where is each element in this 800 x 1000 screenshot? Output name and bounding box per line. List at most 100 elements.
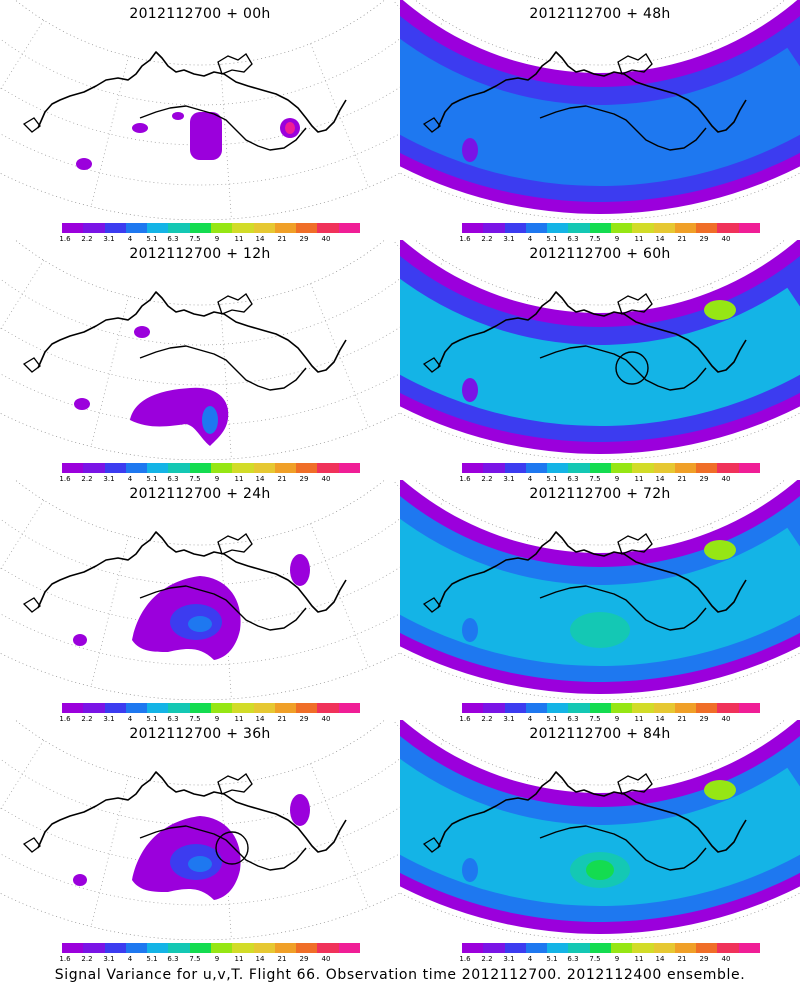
colorbar-swatch bbox=[62, 463, 84, 473]
colorbar-swatch bbox=[210, 703, 233, 713]
colorbar-swatch bbox=[104, 703, 126, 713]
colorbar-swatch bbox=[210, 463, 233, 473]
colorbar-swatch bbox=[462, 943, 484, 953]
colorbar-swatch bbox=[483, 943, 505, 953]
colorbar-swatch bbox=[738, 943, 760, 953]
colorbar-swatch bbox=[296, 943, 318, 953]
colorbar-swatch bbox=[210, 223, 233, 233]
colorbar bbox=[462, 703, 760, 713]
colorbar-swatch bbox=[568, 463, 590, 473]
variance-shading bbox=[400, 720, 800, 934]
colorbar-tick-label: 7.5 bbox=[189, 475, 201, 483]
colorbar-swatch bbox=[462, 463, 484, 473]
colorbar-tick-label: 14 bbox=[655, 475, 665, 483]
colorbar-swatch bbox=[674, 943, 697, 953]
colorbar-swatch bbox=[274, 943, 297, 953]
colorbar-swatch bbox=[738, 463, 760, 473]
colorbar-swatch bbox=[232, 223, 254, 233]
forecast-panel: 2012112700 + 84h 1.6 2.2 3.1 4 5.1 6.3 7.5 9 11 14… bbox=[400, 720, 800, 965]
colorbar bbox=[462, 463, 760, 473]
colorbar-swatch bbox=[317, 943, 339, 953]
colorbar bbox=[462, 943, 760, 953]
colorbar-swatch bbox=[62, 943, 84, 953]
colorbar-tick-label: 7.5 bbox=[589, 715, 601, 723]
colorbar-tick-label: 14 bbox=[255, 475, 265, 483]
colorbar-tick-label: 5.1 bbox=[146, 715, 158, 723]
colorbar-swatch bbox=[317, 703, 339, 713]
variance-shading bbox=[73, 794, 310, 900]
colorbar-tick-label: 3.1 bbox=[103, 955, 115, 963]
colorbar-tick-label: 14 bbox=[655, 235, 665, 243]
colorbar-tick-label: 1.6 bbox=[459, 715, 471, 723]
panel-title: 2012112700 + 72h bbox=[529, 486, 671, 502]
colorbar-tick-label: 3.1 bbox=[503, 235, 515, 243]
colorbar-swatch bbox=[525, 223, 548, 233]
colorbar-swatch bbox=[738, 223, 760, 233]
colorbar-swatch bbox=[653, 703, 675, 713]
colorbar-tick-label: 6.3 bbox=[167, 715, 179, 723]
colorbar-tick-label: 2.2 bbox=[81, 235, 93, 243]
colorbar-tick-label: 40 bbox=[721, 235, 731, 243]
colorbar-swatch bbox=[589, 223, 611, 233]
colorbar-tick-label: 7.5 bbox=[589, 955, 601, 963]
colorbar-swatch bbox=[189, 943, 211, 953]
panel-title: 2012112700 + 00h bbox=[129, 6, 271, 22]
colorbar-swatch bbox=[210, 943, 233, 953]
colorbar-swatch bbox=[232, 463, 254, 473]
colorbar-swatch bbox=[568, 703, 590, 713]
colorbar-tick-label: 4 bbox=[127, 235, 133, 243]
colorbar-swatch bbox=[147, 463, 169, 473]
colorbar-tick-label: 11 bbox=[634, 955, 644, 963]
variance-map bbox=[0, 240, 400, 460]
colorbar bbox=[62, 943, 360, 953]
colorbar-swatch bbox=[83, 223, 105, 233]
colorbar-swatch bbox=[674, 223, 697, 233]
colorbar-swatch bbox=[462, 703, 484, 713]
colorbar-tick-label: 4 bbox=[527, 235, 533, 243]
colorbar-tick-label: 1.6 bbox=[459, 235, 471, 243]
forecast-panel: 2012112700 + 24h 1.6 2.2 3.1 4 5.1 6.3 7.5 9 11 14… bbox=[0, 480, 400, 725]
colorbar-swatch bbox=[632, 463, 654, 473]
colorbar-tick-label: 14 bbox=[255, 235, 265, 243]
colorbar-swatch bbox=[653, 223, 675, 233]
colorbar-tick-label: 9 bbox=[214, 235, 220, 243]
colorbar-tick-label: 4 bbox=[127, 955, 133, 963]
colorbar-swatch bbox=[589, 463, 611, 473]
colorbar-tick-label: 11 bbox=[634, 475, 644, 483]
colorbar-tick-label: 5.1 bbox=[546, 715, 558, 723]
colorbar-labels: 1.6 2.2 3.1 4 5.1 6.3 7.5 9 11 14 21 29 40 bbox=[56, 235, 356, 245]
colorbar-tick-label: 40 bbox=[321, 235, 331, 243]
colorbar-tick-label: 3.1 bbox=[503, 955, 515, 963]
colorbar-tick-label: 29 bbox=[299, 955, 309, 963]
forecast-panel: 2012112700 + 72h 1.6 2.2 3.1 4 5.1 6.3 7.5 9 11 14… bbox=[400, 480, 800, 725]
colorbar-tick-label: 3.1 bbox=[103, 715, 115, 723]
colorbar-swatch bbox=[168, 703, 190, 713]
colorbar-tick-label: 11 bbox=[234, 955, 244, 963]
colorbar-swatch bbox=[547, 703, 569, 713]
colorbar-tick-label: 5.1 bbox=[146, 955, 158, 963]
colorbar-tick-label: 3.1 bbox=[503, 475, 515, 483]
colorbar-swatch bbox=[717, 463, 739, 473]
colorbar-tick-label: 21 bbox=[277, 715, 287, 723]
colorbar-tick-label: 40 bbox=[321, 715, 331, 723]
colorbar-swatch bbox=[462, 223, 484, 233]
colorbar-tick-label: 29 bbox=[699, 715, 709, 723]
colorbar-tick-label: 2.2 bbox=[481, 955, 493, 963]
forecast-panel: 2012112700 + 60h 1.6 2.2 3.1 4 5.1 6.3 7.5 9 11 14… bbox=[400, 240, 800, 485]
colorbar-labels: 1.6 2.2 3.1 4 5.1 6.3 7.5 9 11 14 21 29 40 bbox=[456, 715, 756, 725]
colorbar-labels: 1.6 2.2 3.1 4 5.1 6.3 7.5 9 11 14 21 29 40 bbox=[56, 475, 356, 485]
colorbar-tick-label: 21 bbox=[677, 235, 687, 243]
colorbar-swatch bbox=[296, 463, 318, 473]
colorbar-swatch bbox=[610, 223, 633, 233]
colorbar-swatch bbox=[253, 943, 275, 953]
colorbar-tick-label: 9 bbox=[614, 475, 620, 483]
colorbar-tick-label: 29 bbox=[699, 235, 709, 243]
colorbar-swatch bbox=[610, 703, 633, 713]
colorbar-tick-label: 2.2 bbox=[481, 715, 493, 723]
colorbar-tick-label: 14 bbox=[655, 715, 665, 723]
colorbar-swatch bbox=[147, 943, 169, 953]
colorbar-swatch bbox=[189, 703, 211, 713]
variance-shading bbox=[400, 240, 800, 454]
colorbar-swatch bbox=[274, 703, 297, 713]
panel-title: 2012112700 + 12h bbox=[129, 246, 271, 262]
